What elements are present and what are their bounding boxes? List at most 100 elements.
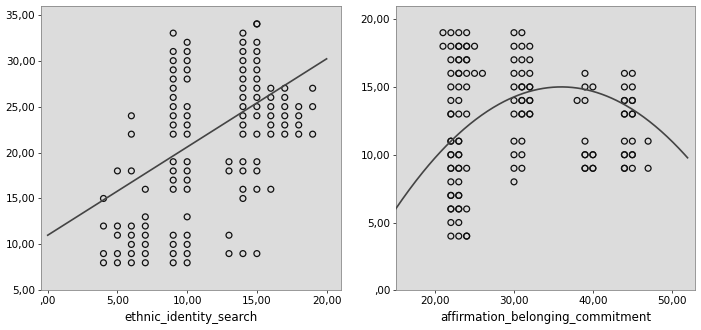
Point [251,21,262,27]
Point [516,84,527,89]
Point [516,152,527,157]
Point [125,260,137,265]
Point [461,233,472,239]
Point [168,95,179,100]
Point [279,132,290,137]
Point [453,57,464,62]
Point [580,139,591,144]
Point [437,44,449,49]
Point [627,112,638,117]
Point [139,214,151,219]
Point [524,71,536,76]
Point [453,220,464,225]
Point [168,104,179,109]
Point [168,233,179,238]
Point [461,57,472,62]
Point [453,179,464,184]
Point [293,104,304,109]
Point [524,112,536,117]
Point [293,132,304,137]
Point [182,67,193,73]
Point [445,152,456,157]
Point [112,260,123,265]
Point [461,44,472,49]
Point [508,166,519,171]
Point [238,67,249,73]
Point [125,223,137,229]
Point [445,139,456,144]
Point [580,166,591,171]
Point [98,251,109,256]
Point [112,251,123,256]
Point [619,84,630,89]
Point [580,166,591,171]
Point [238,40,249,45]
Point [445,112,456,117]
Point [580,152,591,157]
Point [445,206,456,212]
Point [238,168,249,174]
Point [619,166,630,171]
Point [453,206,464,212]
Point [139,251,151,256]
Point [524,84,536,89]
Point [445,193,456,198]
Point [453,71,464,76]
Point [224,233,235,238]
Point [627,139,638,144]
Point [182,113,193,118]
Point [168,77,179,82]
Point [139,242,151,247]
Point [168,168,179,174]
Point [453,84,464,89]
Point [627,152,638,157]
Point [619,71,630,76]
Point [279,104,290,109]
Point [251,58,262,63]
X-axis label: affirmation_belonging_commitment: affirmation_belonging_commitment [440,312,651,324]
Point [112,168,123,174]
Point [508,71,519,76]
Point [627,71,638,76]
Point [238,77,249,82]
Point [168,67,179,73]
Point [168,178,179,183]
Point [571,98,583,103]
Point [251,40,262,45]
Point [307,132,318,137]
Point [238,104,249,109]
Point [453,152,464,157]
Point [445,98,456,103]
Point [224,159,235,164]
Point [125,233,137,238]
Point [307,104,318,109]
Point [251,168,262,174]
Point [445,166,456,171]
Point [279,122,290,128]
Point [251,21,262,27]
Point [445,206,456,212]
Point [587,166,599,171]
Point [125,168,137,174]
Point [516,30,527,35]
Point [508,98,519,103]
Point [516,112,527,117]
Point [238,85,249,91]
Point [627,84,638,89]
X-axis label: ethnic_identity_search: ethnic_identity_search [124,312,257,324]
Point [453,166,464,171]
Point [445,233,456,239]
Point [461,44,472,49]
Point [182,159,193,164]
Point [265,187,276,192]
Point [587,84,599,89]
Point [182,178,193,183]
Point [516,98,527,103]
Point [265,113,276,118]
Point [168,159,179,164]
Point [125,242,137,247]
Point [619,152,630,157]
Point [524,57,536,62]
Point [453,112,464,117]
Point [619,98,630,103]
